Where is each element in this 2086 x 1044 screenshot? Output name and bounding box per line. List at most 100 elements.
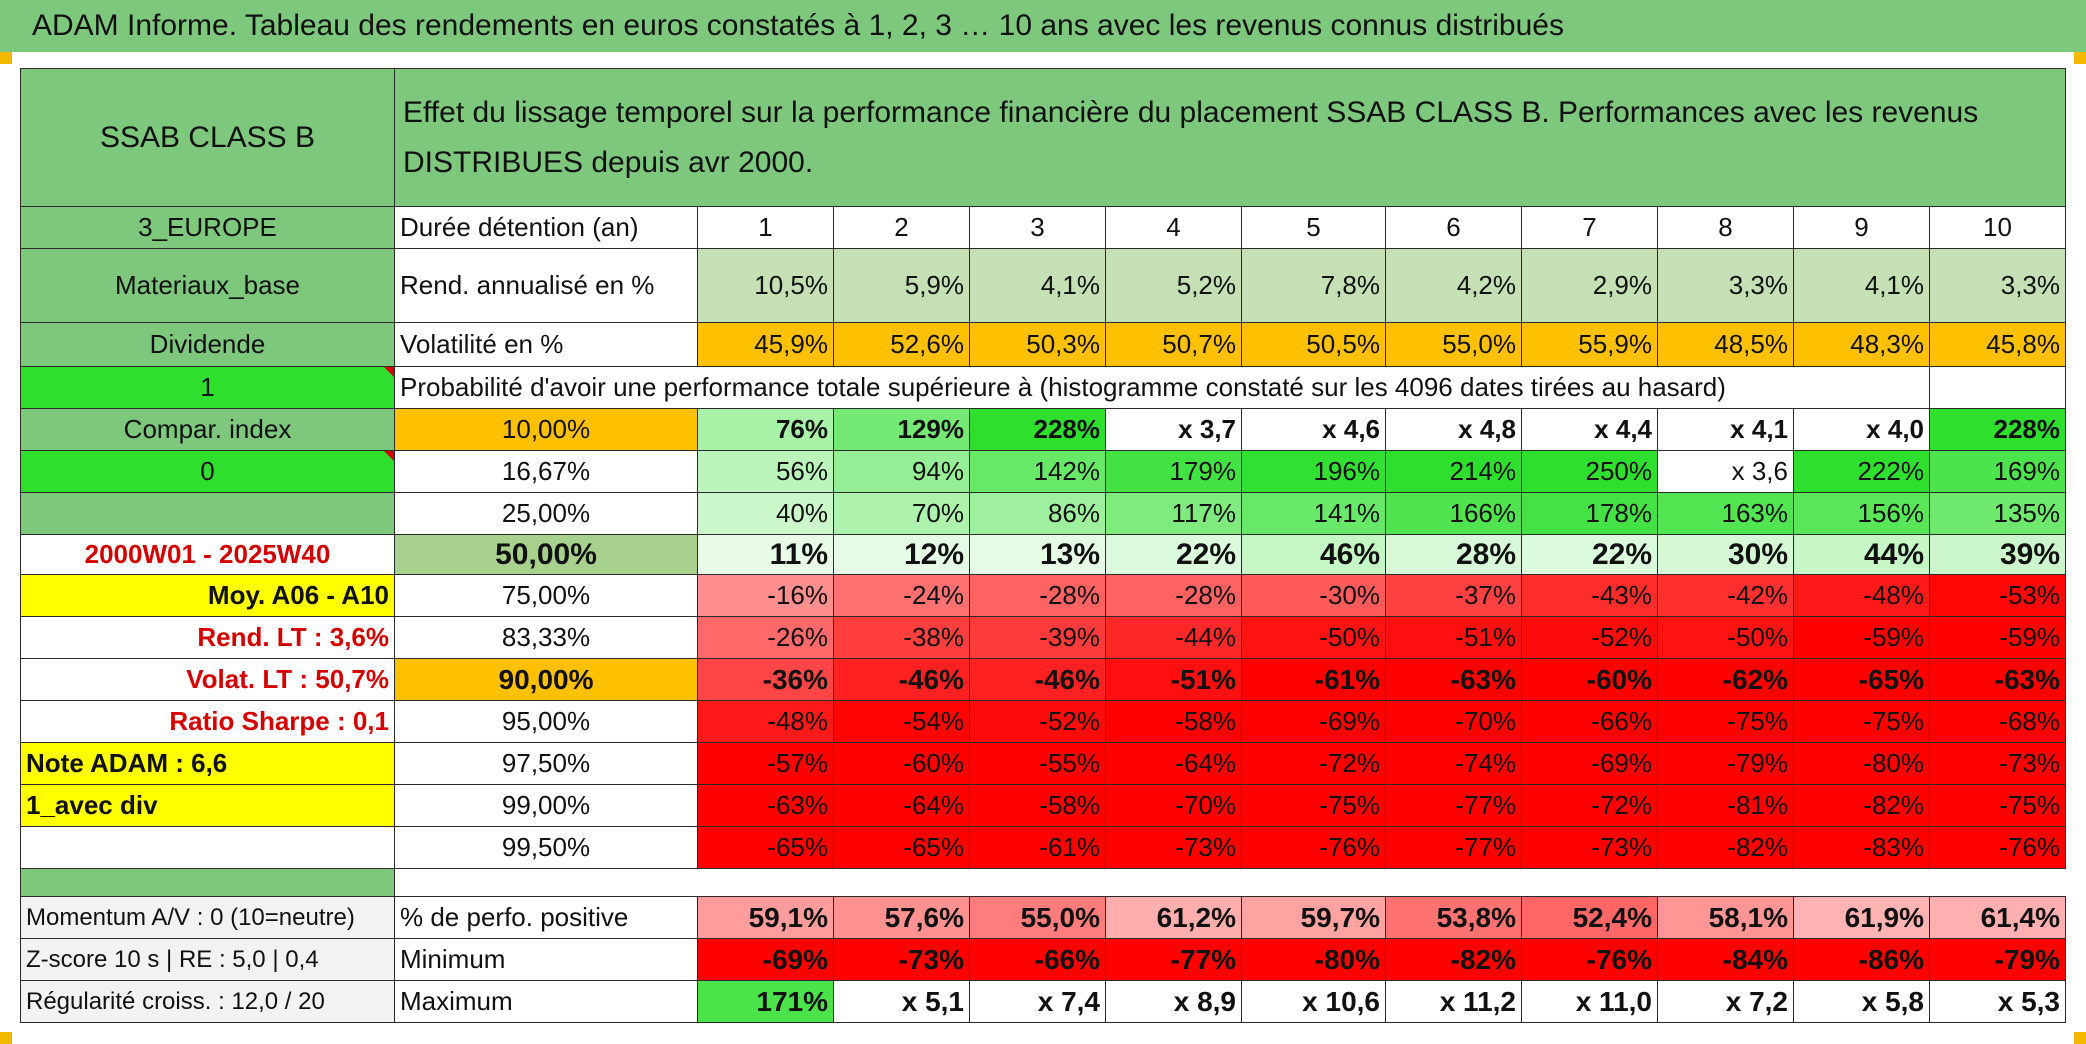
probability-value: 228% xyxy=(969,408,1106,451)
probability-value: -53% xyxy=(1929,574,2066,617)
volatility-value: 48,3% xyxy=(1793,322,1930,367)
probability-value: -73% xyxy=(1521,826,1658,869)
probability-threshold: 75,00% xyxy=(394,574,698,617)
probability-value: 39% xyxy=(1929,534,2066,575)
long-term-volatility: Volat. LT : 50,7% xyxy=(20,658,395,701)
volatility-value: 48,5% xyxy=(1657,322,1794,367)
report-title: ADAM Informe. Tableau des rendements en … xyxy=(0,0,2086,52)
probability-value: 13% xyxy=(969,534,1106,575)
dividend-label: Dividende xyxy=(20,322,395,367)
duration-year: 3 xyxy=(969,206,1106,249)
probability-value: -42% xyxy=(1657,574,1794,617)
probability-value: -61% xyxy=(1241,658,1386,701)
probability-value: -82% xyxy=(1793,784,1930,827)
probability-value: 94% xyxy=(833,450,970,493)
probability-value: -75% xyxy=(1241,784,1386,827)
probability-value: -73% xyxy=(1105,826,1242,869)
minimum-value: -82% xyxy=(1385,938,1522,981)
probability-value: -75% xyxy=(1657,700,1794,743)
volatility-value: 45,9% xyxy=(697,322,834,367)
annual-return-value: 10,5% xyxy=(697,248,834,323)
probability-value: -75% xyxy=(1929,784,2066,827)
probability-value: 76% xyxy=(697,408,834,451)
maximum-value: x 10,6 xyxy=(1241,980,1386,1023)
probability-value: 22% xyxy=(1105,534,1242,575)
probability-value: -46% xyxy=(833,658,970,701)
probability-threshold: 97,50% xyxy=(394,742,698,785)
probability-value: -64% xyxy=(1105,742,1242,785)
probability-value: 250% xyxy=(1521,450,1658,493)
annual-return-value: 3,3% xyxy=(1929,248,2066,323)
probability-value: -79% xyxy=(1657,742,1794,785)
annual-return-value: 4,1% xyxy=(1793,248,1930,323)
probability-value: -73% xyxy=(1929,742,2066,785)
probability-value: x 4,0 xyxy=(1793,408,1930,451)
probability-value: -52% xyxy=(1521,616,1658,659)
corner-marker xyxy=(2074,1032,2086,1044)
maximum-value: x 5,3 xyxy=(1929,980,2066,1023)
volatility-value: 50,7% xyxy=(1105,322,1242,367)
probability-value: -63% xyxy=(1929,658,2066,701)
probability-value: -57% xyxy=(697,742,834,785)
probability-value: 214% xyxy=(1385,450,1522,493)
probability-value: -60% xyxy=(833,742,970,785)
positive-perf-value: 59,7% xyxy=(1241,896,1386,939)
positive-perf-value: 53,8% xyxy=(1385,896,1522,939)
probability-value: -62% xyxy=(1657,658,1794,701)
minimum-value: -77% xyxy=(1105,938,1242,981)
probability-value: -63% xyxy=(1385,658,1522,701)
probability-value: 40% xyxy=(697,492,834,535)
probability-value: 166% xyxy=(1385,492,1522,535)
minimum-value: -76% xyxy=(1521,938,1658,981)
probability-value: -52% xyxy=(969,700,1106,743)
spacer-cell xyxy=(20,868,395,897)
probability-value: -38% xyxy=(833,616,970,659)
adam-score: Note ADAM : 6,6 xyxy=(20,742,395,785)
probability-value: -63% xyxy=(697,784,834,827)
probability-value: -55% xyxy=(969,742,1106,785)
probability-value: 196% xyxy=(1241,450,1386,493)
probability-value: -74% xyxy=(1385,742,1522,785)
probability-value: 30% xyxy=(1657,534,1794,575)
probability-value: 44% xyxy=(1793,534,1930,575)
probability-value: -37% xyxy=(1385,574,1522,617)
probability-value: -43% xyxy=(1521,574,1658,617)
probability-value: -39% xyxy=(969,616,1106,659)
empty-label xyxy=(20,492,395,535)
probability-value: -69% xyxy=(1521,742,1658,785)
probability-threshold: 10,00% xyxy=(394,408,698,451)
probability-value: -50% xyxy=(1241,616,1386,659)
positive-perf-value: 57,6% xyxy=(833,896,970,939)
probability-value: -51% xyxy=(1105,658,1242,701)
zscore-label: Z-score 10 s | RE : 5,0 | 0,4 xyxy=(20,938,395,981)
probability-value: -81% xyxy=(1657,784,1794,827)
probability-value: 28% xyxy=(1385,534,1522,575)
probability-value: 169% xyxy=(1929,450,2066,493)
long-term-return: Rend. LT : 3,6% xyxy=(20,616,395,659)
probability-value: -36% xyxy=(697,658,834,701)
probability-value: -28% xyxy=(969,574,1106,617)
maximum-value: x 5,8 xyxy=(1793,980,1930,1023)
duration-year: 9 xyxy=(1793,206,1930,249)
probability-threshold: 95,00% xyxy=(394,700,698,743)
probability-value: -80% xyxy=(1793,742,1930,785)
probability-value: -76% xyxy=(1929,826,2066,869)
probability-value: 142% xyxy=(969,450,1106,493)
probability-value: 141% xyxy=(1241,492,1386,535)
minimum-value: -69% xyxy=(697,938,834,981)
probability-threshold: 99,50% xyxy=(394,826,698,869)
probability-threshold: 90,00% xyxy=(394,658,698,701)
positive-perf-value: 61,9% xyxy=(1793,896,1930,939)
dividend-mode: 1_avec div xyxy=(20,784,395,827)
probability-value: -58% xyxy=(969,784,1106,827)
annual-return-label: Rend. annualisé en % xyxy=(394,248,698,323)
maximum-value: x 11,0 xyxy=(1521,980,1658,1023)
probability-value: -77% xyxy=(1385,826,1522,869)
probability-value: -83% xyxy=(1793,826,1930,869)
minimum-label: Minimum xyxy=(394,938,698,981)
minimum-value: -73% xyxy=(833,938,970,981)
maximum-value: x 8,9 xyxy=(1105,980,1242,1023)
duration-year: 4 xyxy=(1105,206,1242,249)
volatility-value: 50,5% xyxy=(1241,322,1386,367)
minimum-value: -79% xyxy=(1929,938,2066,981)
